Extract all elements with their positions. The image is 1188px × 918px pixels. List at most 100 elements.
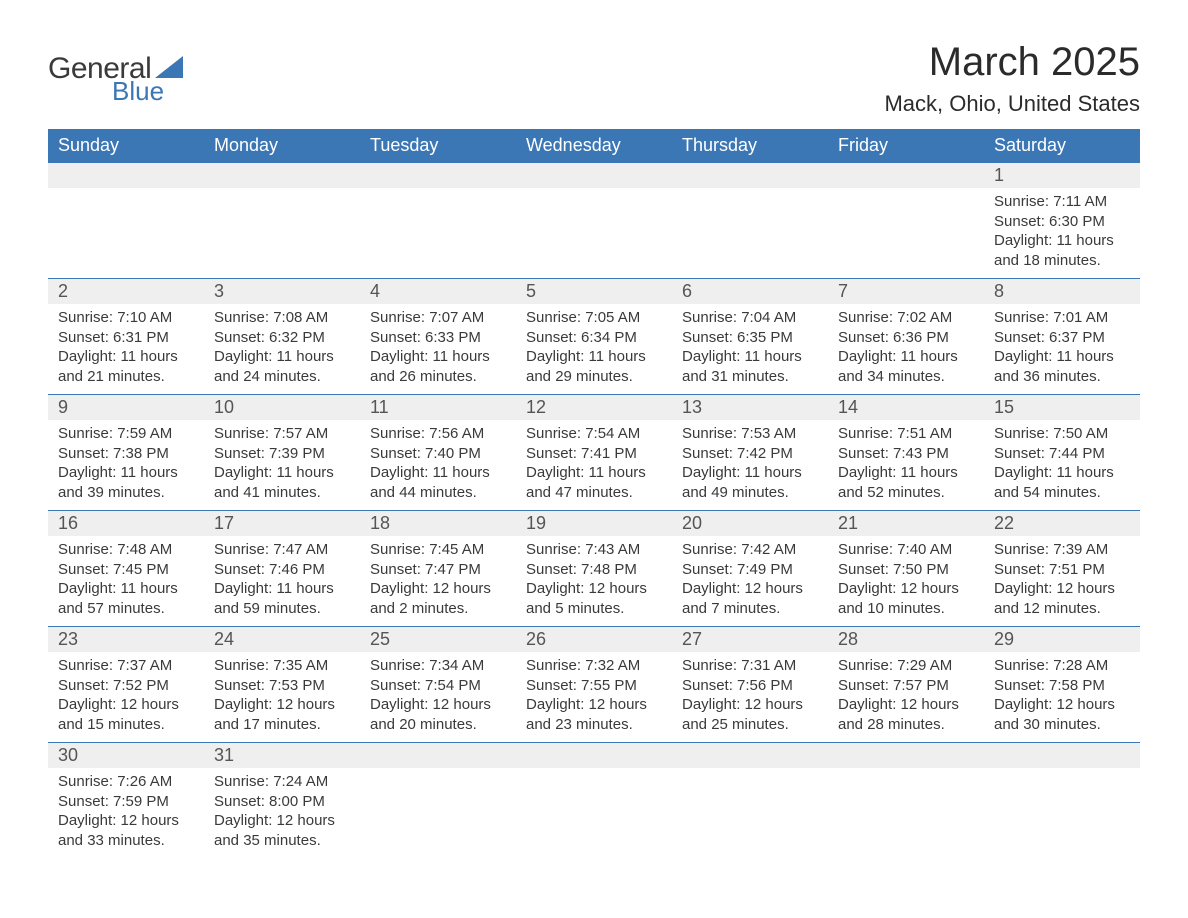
sunrise-text: Sunrise: 7:47 AM: [214, 540, 350, 560]
week-data-row: Sunrise: 7:59 AMSunset: 7:38 PMDaylight:…: [48, 420, 1140, 511]
weekday-header: Tuesday: [360, 129, 516, 163]
day-number: 22: [984, 511, 1140, 536]
empty-daynum: [48, 163, 204, 187]
daylight-text: and 34 minutes.: [838, 367, 974, 387]
day-number: 11: [360, 395, 516, 420]
calendar-cell-data: Sunrise: 7:24 AMSunset: 8:00 PMDaylight:…: [204, 768, 360, 858]
daylight-text: and 12 minutes.: [994, 599, 1130, 619]
calendar-cell-daynum: 7: [828, 279, 984, 305]
day-details: Sunrise: 7:04 AMSunset: 6:35 PMDaylight:…: [672, 304, 828, 394]
sunrise-text: Sunrise: 7:54 AM: [526, 424, 662, 444]
brand-word2: Blue: [112, 78, 183, 104]
sunrise-text: Sunrise: 7:28 AM: [994, 656, 1130, 676]
calendar-cell-daynum: 30: [48, 743, 204, 769]
sunrise-text: Sunrise: 7:34 AM: [370, 656, 506, 676]
daylight-text: and 57 minutes.: [58, 599, 194, 619]
day-number: 19: [516, 511, 672, 536]
daylight-text: Daylight: 12 hours: [58, 811, 194, 831]
calendar-cell-daynum: 31: [204, 743, 360, 769]
sunset-text: Sunset: 7:46 PM: [214, 560, 350, 580]
empty-daynum: [360, 743, 516, 767]
calendar-cell-data: Sunrise: 7:51 AMSunset: 7:43 PMDaylight:…: [828, 420, 984, 511]
daylight-text: Daylight: 11 hours: [214, 579, 350, 599]
location: Mack, Ohio, United States: [884, 91, 1140, 117]
sunset-text: Sunset: 6:32 PM: [214, 328, 350, 348]
calendar-cell-data: [828, 768, 984, 858]
weekday-header: Monday: [204, 129, 360, 163]
daylight-text: Daylight: 11 hours: [370, 347, 506, 367]
daylight-text: Daylight: 12 hours: [214, 811, 350, 831]
week-data-row: Sunrise: 7:37 AMSunset: 7:52 PMDaylight:…: [48, 652, 1140, 743]
empty-daynum: [204, 163, 360, 187]
day-details: Sunrise: 7:39 AMSunset: 7:51 PMDaylight:…: [984, 536, 1140, 626]
day-details: Sunrise: 7:53 AMSunset: 7:42 PMDaylight:…: [672, 420, 828, 510]
calendar-cell-daynum: 25: [360, 627, 516, 653]
sunset-text: Sunset: 7:43 PM: [838, 444, 974, 464]
calendar-cell-daynum: [48, 163, 204, 189]
calendar-cell-data: Sunrise: 7:43 AMSunset: 7:48 PMDaylight:…: [516, 536, 672, 627]
daylight-text: Daylight: 11 hours: [58, 347, 194, 367]
sunset-text: Sunset: 8:00 PM: [214, 792, 350, 812]
sunset-text: Sunset: 7:59 PM: [58, 792, 194, 812]
calendar-cell-data: Sunrise: 7:31 AMSunset: 7:56 PMDaylight:…: [672, 652, 828, 743]
sunset-text: Sunset: 7:53 PM: [214, 676, 350, 696]
sunset-text: Sunset: 7:57 PM: [838, 676, 974, 696]
day-number: 15: [984, 395, 1140, 420]
sunset-text: Sunset: 7:44 PM: [994, 444, 1130, 464]
day-number: 14: [828, 395, 984, 420]
day-number: 21: [828, 511, 984, 536]
day-details: Sunrise: 7:08 AMSunset: 6:32 PMDaylight:…: [204, 304, 360, 394]
sunrise-text: Sunrise: 7:07 AM: [370, 308, 506, 328]
day-details: Sunrise: 7:35 AMSunset: 7:53 PMDaylight:…: [204, 652, 360, 742]
calendar-cell-daynum: 12: [516, 395, 672, 421]
weekday-header: Saturday: [984, 129, 1140, 163]
day-details: Sunrise: 7:54 AMSunset: 7:41 PMDaylight:…: [516, 420, 672, 510]
day-details: Sunrise: 7:50 AMSunset: 7:44 PMDaylight:…: [984, 420, 1140, 510]
sunset-text: Sunset: 7:56 PM: [682, 676, 818, 696]
calendar-cell-daynum: [672, 163, 828, 189]
sunset-text: Sunset: 6:33 PM: [370, 328, 506, 348]
calendar-cell-daynum: 2: [48, 279, 204, 305]
daylight-text: Daylight: 12 hours: [682, 695, 818, 715]
day-details: Sunrise: 7:48 AMSunset: 7:45 PMDaylight:…: [48, 536, 204, 626]
day-details: Sunrise: 7:28 AMSunset: 7:58 PMDaylight:…: [984, 652, 1140, 742]
calendar-cell-data: [828, 188, 984, 279]
calendar-cell-data: Sunrise: 7:07 AMSunset: 6:33 PMDaylight:…: [360, 304, 516, 395]
day-number: 25: [360, 627, 516, 652]
sunset-text: Sunset: 7:47 PM: [370, 560, 506, 580]
daylight-text: Daylight: 12 hours: [838, 579, 974, 599]
sunrise-text: Sunrise: 7:40 AM: [838, 540, 974, 560]
calendar-cell-daynum: 23: [48, 627, 204, 653]
day-number: 31: [204, 743, 360, 768]
calendar-cell-data: Sunrise: 7:56 AMSunset: 7:40 PMDaylight:…: [360, 420, 516, 511]
sunrise-text: Sunrise: 7:11 AM: [994, 192, 1130, 212]
title-block: March 2025 Mack, Ohio, United States: [884, 40, 1140, 117]
daylight-text: Daylight: 11 hours: [994, 347, 1130, 367]
empty-daynum: [516, 163, 672, 187]
calendar-cell-data: [984, 768, 1140, 858]
day-number: 27: [672, 627, 828, 652]
day-details: Sunrise: 7:51 AMSunset: 7:43 PMDaylight:…: [828, 420, 984, 510]
calendar-cell-daynum: [516, 163, 672, 189]
sunset-text: Sunset: 7:55 PM: [526, 676, 662, 696]
daylight-text: Daylight: 12 hours: [838, 695, 974, 715]
day-number: 26: [516, 627, 672, 652]
calendar-cell-data: Sunrise: 7:59 AMSunset: 7:38 PMDaylight:…: [48, 420, 204, 511]
daylight-text: and 59 minutes.: [214, 599, 350, 619]
calendar-cell-daynum: 5: [516, 279, 672, 305]
daylight-text: and 41 minutes.: [214, 483, 350, 503]
sunrise-text: Sunrise: 7:32 AM: [526, 656, 662, 676]
sunset-text: Sunset: 7:49 PM: [682, 560, 818, 580]
week-daynum-row: 2345678: [48, 279, 1140, 305]
calendar-cell-data: Sunrise: 7:35 AMSunset: 7:53 PMDaylight:…: [204, 652, 360, 743]
sunrise-text: Sunrise: 7:31 AM: [682, 656, 818, 676]
calendar-cell-daynum: 15: [984, 395, 1140, 421]
calendar-cell-daynum: 28: [828, 627, 984, 653]
calendar-cell-data: Sunrise: 7:45 AMSunset: 7:47 PMDaylight:…: [360, 536, 516, 627]
sunrise-text: Sunrise: 7:35 AM: [214, 656, 350, 676]
daylight-text: and 36 minutes.: [994, 367, 1130, 387]
calendar-cell-data: [516, 188, 672, 279]
day-number: 29: [984, 627, 1140, 652]
calendar-cell-daynum: 10: [204, 395, 360, 421]
calendar-cell-daynum: 29: [984, 627, 1140, 653]
